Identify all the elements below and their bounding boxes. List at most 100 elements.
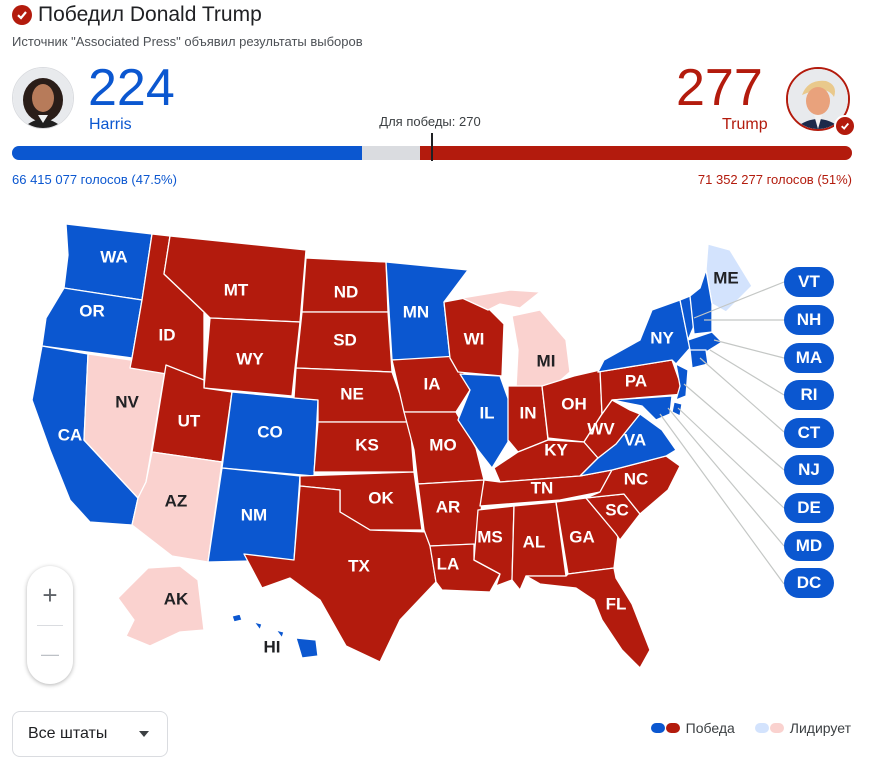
state-label-IN: IN (520, 404, 537, 423)
state-label-IL: IL (479, 404, 494, 423)
dem-win-swatch (650, 723, 665, 733)
trump-popular-votes: 71 352 277 голосов (51%) (697, 172, 852, 187)
state-FL[interactable] (525, 567, 651, 669)
state-label-NM: NM (241, 506, 267, 525)
state-label-LA: LA (437, 555, 460, 574)
state-label-ME: ME (713, 269, 739, 288)
win-threshold-label: Для победы: 270 (379, 114, 481, 129)
trump-bar-fill (419, 146, 852, 160)
legend-win-label: Победа (685, 720, 735, 736)
state-pill-RI[interactable]: RI (784, 380, 834, 410)
state-label-OH: OH (561, 395, 587, 414)
state-AK[interactable] (117, 565, 205, 647)
dem-lead-swatch (754, 723, 769, 733)
state-label-TX: TX (348, 557, 370, 576)
state-label-SC: SC (605, 501, 629, 520)
state-IA[interactable] (391, 355, 471, 413)
state-label-VA: VA (624, 431, 646, 450)
state-MA[interactable] (687, 331, 723, 353)
us-electoral-map: WA OR CA NV ID MT WY UT AZ CO NM ND SD NE KS OK TX MN IA MO… (31, 223, 785, 669)
state-label-CO: CO (257, 423, 283, 442)
source-subtitle: Источник "Associated Press" объявил резу… (12, 34, 363, 49)
state-pill-NH[interactable]: NH (784, 305, 834, 335)
state-label-CA: CA (58, 426, 83, 445)
state-NJ[interactable] (675, 363, 689, 401)
state-label-MO: MO (429, 436, 456, 455)
state-label-ID: ID (159, 326, 176, 345)
zoom-out-button[interactable]: — (41, 644, 59, 664)
harris-electoral-votes: 224 (88, 59, 175, 117)
winner-check-icon (834, 115, 856, 137)
state-pill-DE[interactable]: DE (784, 493, 834, 523)
states-filter-label: Все штаты (28, 725, 108, 742)
leader-lines (659, 281, 785, 585)
trump-name[interactable]: Trump (722, 116, 768, 133)
zoom-in-button[interactable]: + (42, 580, 58, 610)
state-label-IA: IA (424, 375, 441, 394)
state-IL[interactable] (457, 373, 511, 469)
legend-lead-label: Лидирует (789, 720, 851, 736)
state-label-TN: TN (531, 479, 554, 498)
state-label-WA: WA (100, 248, 127, 267)
zoom-divider (37, 625, 63, 626)
state-label-GA: GA (569, 528, 595, 547)
caret-down-icon (139, 731, 149, 737)
state-LA[interactable] (429, 543, 501, 593)
state-label-AL: AL (523, 533, 546, 552)
state-label-AK: AK (164, 590, 189, 609)
state-pill-MD[interactable]: MD (784, 531, 834, 561)
state-pill-CT[interactable]: CT (784, 418, 834, 448)
state-AZ[interactable] (131, 451, 223, 563)
state-label-WY: WY (236, 350, 264, 369)
state-label-WI: WI (464, 330, 485, 349)
map-legend: Победа Лидирует (650, 720, 851, 736)
state-label-MI: MI (537, 352, 556, 371)
state-label-MT: MT (224, 281, 249, 300)
state-pill-NJ[interactable]: NJ (784, 455, 834, 485)
state-label-SD: SD (333, 331, 357, 350)
state-label-KS: KS (355, 436, 379, 455)
state-label-NC: NC (624, 470, 649, 489)
trump-electoral-votes: 277 (676, 59, 763, 117)
state-label-AR: AR (436, 498, 461, 517)
state-pill-VT[interactable]: VT (784, 267, 834, 297)
threshold-marker (431, 133, 433, 161)
page-title: Победил Donald Trump (38, 3, 262, 26)
state-label-AZ: AZ (165, 492, 188, 511)
state-label-NE: NE (340, 385, 364, 404)
harris-avatar[interactable] (12, 67, 74, 129)
harris-popular-votes: 66 415 077 голосов (47.5%) (12, 172, 177, 187)
states-filter-dropdown[interactable]: Все штаты (12, 711, 168, 757)
state-TX[interactable] (243, 485, 437, 663)
state-HI[interactable] (231, 613, 319, 659)
state-label-FL: FL (606, 595, 627, 614)
state-label-OR: OR (79, 302, 105, 321)
state-label-UT: UT (178, 412, 201, 431)
state-label-WV: WV (587, 420, 615, 439)
state-pill-DC[interactable]: DC (784, 568, 834, 598)
state-label-NV: NV (115, 393, 139, 412)
harris-name[interactable]: Harris (89, 116, 132, 133)
state-MI[interactable] (461, 289, 571, 389)
state-label-MN: MN (403, 303, 429, 322)
state-NY[interactable] (597, 299, 691, 373)
state-OR[interactable] (41, 287, 143, 359)
state-DE[interactable] (671, 401, 683, 417)
state-pill-MA[interactable]: MA (784, 343, 834, 373)
state-label-PA: PA (625, 372, 647, 391)
state-GA[interactable] (555, 497, 619, 575)
state-label-MS: MS (477, 528, 503, 547)
check-circle-icon (12, 5, 32, 25)
zoom-control: + — (27, 566, 73, 684)
state-label-ND: ND (334, 283, 359, 302)
state-CT[interactable] (689, 349, 709, 369)
harris-bar-fill (12, 146, 362, 160)
state-label-HI: HI (264, 638, 281, 657)
state-WY[interactable] (203, 317, 301, 397)
state-MD[interactable] (611, 395, 673, 421)
result-header: Победил Donald Trump (12, 2, 262, 28)
rep-win-swatch (665, 723, 680, 733)
state-label-OK: OK (368, 489, 394, 508)
state-label-KY: KY (544, 441, 568, 460)
state-label-NY: NY (650, 329, 674, 348)
